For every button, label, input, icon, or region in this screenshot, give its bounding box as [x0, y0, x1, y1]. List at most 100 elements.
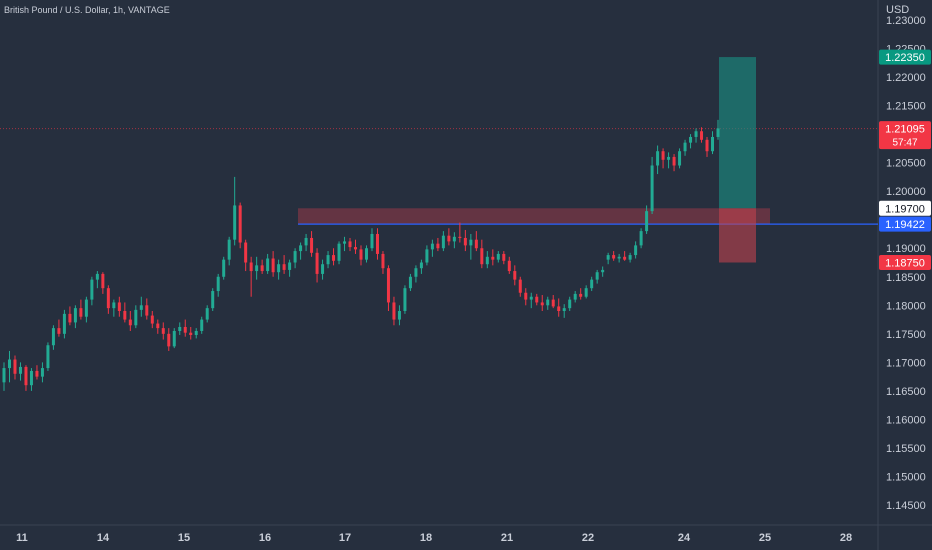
candle-body [123, 311, 127, 320]
candle-body [326, 255, 330, 265]
candle-body [112, 302, 116, 309]
candle-body [18, 366, 22, 374]
candle-body [705, 139, 709, 152]
candle-body [68, 313, 72, 323]
candle-body [260, 265, 264, 272]
x-tick-label: 11 [16, 532, 28, 544]
candle-body [156, 323, 160, 329]
x-tick-label: 25 [759, 532, 771, 544]
candle-body [650, 165, 654, 212]
candle-body [672, 156, 676, 166]
candle-body [595, 272, 599, 280]
candle-body [13, 359, 17, 374]
candle-body [700, 131, 704, 140]
candle-body [584, 288, 588, 297]
candle-body [716, 128, 720, 137]
candle-body [337, 243, 341, 261]
candle-body [661, 151, 665, 160]
stop-price-label: 1.18750 [885, 258, 925, 270]
y-tick-label: 1.15000 [886, 471, 926, 483]
candle-body [35, 370, 39, 377]
candle-body [639, 231, 643, 246]
candle-body [46, 345, 50, 369]
candle-body [106, 288, 110, 309]
trade-target-zone [719, 57, 756, 209]
candle-body [167, 333, 171, 347]
candle-body [255, 265, 259, 272]
candle-body [90, 279, 94, 300]
y-tick-label: 1.20500 [886, 158, 926, 170]
candle-body [425, 249, 429, 263]
candle-body [348, 241, 352, 248]
candle-body [573, 293, 577, 300]
y-tick-label: 1.21500 [886, 101, 926, 113]
chart-title: British Pound / U.S. Dollar, 1h, VANTAGE [4, 5, 170, 15]
candle-body [414, 268, 418, 277]
candle-body [689, 136, 693, 143]
candle-body [2, 368, 6, 383]
target-price-label-bg [879, 49, 931, 65]
candle-body [227, 239, 231, 260]
candle-body [436, 243, 440, 249]
candle-body [568, 299, 572, 309]
candle-body [271, 258, 275, 273]
candle-body [612, 255, 616, 259]
candle-body [266, 258, 270, 272]
candle-body [507, 260, 511, 272]
candle-body [634, 245, 638, 256]
y-tick-label: 1.18000 [886, 300, 926, 312]
candle-body [463, 237, 467, 246]
candle-body [139, 305, 143, 310]
candle-body [535, 296, 539, 303]
candle-body [683, 142, 687, 152]
candle-body [178, 326, 182, 331]
x-tick-label: 22 [582, 532, 594, 544]
currency-label[interactable]: USD [886, 4, 910, 16]
candle-body [397, 311, 401, 320]
candle-body [200, 319, 204, 331]
candle-body [623, 256, 627, 260]
candle-body [601, 269, 605, 273]
candle-body [529, 296, 533, 300]
candle-body [244, 242, 248, 263]
candle-body [222, 259, 226, 277]
x-tick-label: 15 [178, 532, 190, 544]
zone-top-price-label-bg [879, 200, 931, 216]
candle-body [359, 249, 363, 260]
candle-body [101, 273, 105, 289]
candle-body [474, 239, 478, 249]
candle-body [518, 279, 522, 293]
x-tick-label: 17 [339, 532, 351, 544]
candle-body [370, 233, 374, 249]
candle-body [441, 235, 445, 249]
candle-body [458, 236, 462, 238]
candle-body [551, 299, 555, 307]
candle-body [304, 237, 308, 246]
candle-body [79, 308, 83, 317]
candle-body [628, 255, 632, 260]
candle-body [57, 328, 61, 334]
candle-body [117, 302, 121, 312]
candle-body [667, 156, 671, 160]
candle-body [447, 235, 451, 242]
candle-body [145, 305, 149, 316]
candle-body [392, 302, 396, 320]
candle-body [480, 248, 484, 265]
candle-body [557, 306, 561, 312]
candle-body [491, 256, 495, 260]
candle-body [496, 253, 500, 260]
x-tick-label: 21 [501, 532, 513, 544]
candle-body [513, 271, 517, 280]
candle-body [678, 151, 682, 166]
candle-body [617, 256, 621, 259]
y-tick-label: 1.15500 [886, 443, 926, 455]
candle-body [299, 245, 303, 252]
y-tick-label: 1.17000 [886, 357, 926, 369]
resistance-zone [298, 208, 770, 225]
candle-body [24, 366, 28, 386]
candle-body [546, 299, 550, 306]
candle-body [211, 291, 215, 309]
candle-body [183, 326, 187, 333]
